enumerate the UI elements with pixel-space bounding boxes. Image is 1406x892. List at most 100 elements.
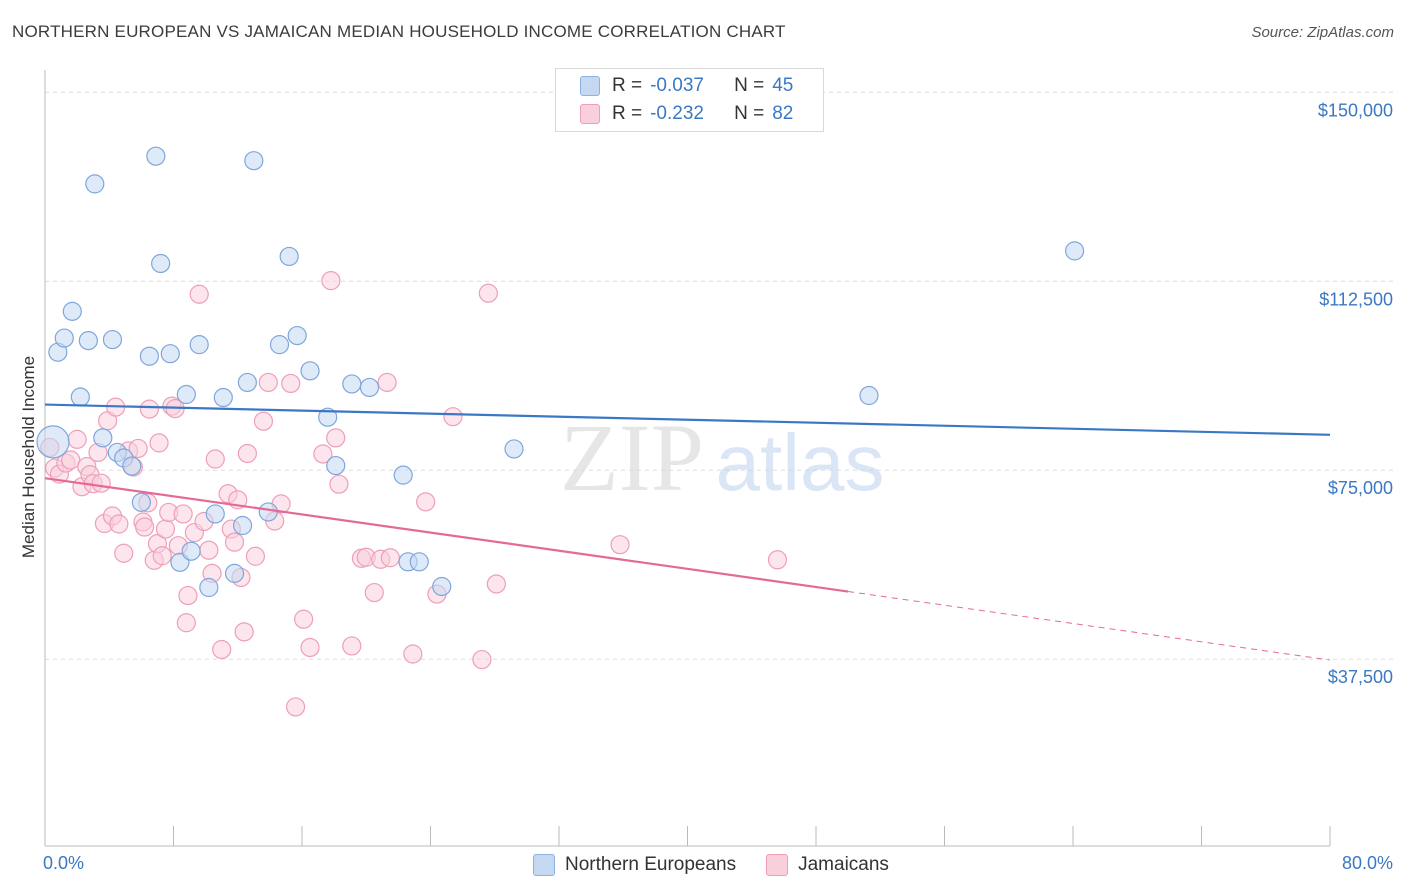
r-label: R = (612, 75, 643, 96)
jamaican-point (205, 449, 225, 469)
jamaican-point (313, 444, 333, 464)
jamaican-point (224, 532, 245, 552)
northern-european-point (151, 253, 171, 274)
northern-european-point (224, 563, 245, 583)
northern-european-point (326, 455, 346, 476)
northern-european-point (232, 515, 253, 536)
northern-european-point (287, 325, 307, 346)
jamaican-point (139, 399, 160, 419)
jamaican-point (300, 637, 320, 658)
northern-european-point (70, 387, 90, 407)
northern-european-point (359, 377, 380, 398)
jamaicans-trend-extension (848, 591, 1331, 661)
jamaican-point (245, 546, 266, 566)
legend-label: Jamaicans (798, 854, 889, 875)
n-value: 45 (772, 75, 794, 96)
watermark-atlas: atlas (716, 418, 885, 507)
northern-european-point (131, 492, 151, 512)
jamaican-point (234, 622, 254, 642)
northern-european-point (432, 576, 452, 597)
r-value: -0.037 (650, 75, 704, 96)
jamaican-point (61, 450, 81, 470)
jamaican-point (258, 372, 278, 393)
x-tick-label-start: 0.0% (43, 853, 84, 873)
northern-european-point (244, 151, 264, 171)
northern-european-point (176, 384, 196, 405)
legend-row-jamaicans: R = -0.232 N = 82 (580, 102, 793, 126)
jamaican-point (237, 443, 257, 464)
legend-label: Northern Europeans (565, 854, 737, 875)
northern-european-point (205, 504, 225, 524)
r-value: -0.232 (650, 103, 704, 124)
series-legend: Northern Europeans Jamaicans (533, 852, 919, 878)
northern-european-point (269, 335, 290, 355)
jamaican-point (285, 697, 306, 717)
blue-swatch-icon (533, 854, 555, 876)
jamaican-point (342, 636, 362, 656)
northern-european-point (199, 577, 219, 598)
jamaican-point (486, 574, 506, 594)
jamaican-point (294, 609, 314, 629)
northern-european-point (102, 329, 123, 350)
northern-europeans-trend-line (44, 403, 1331, 436)
jamaican-point (149, 433, 169, 453)
jamaican-point (212, 639, 232, 660)
jamaican-point (478, 283, 498, 303)
n-value: 82 (772, 103, 794, 124)
northern-european-point (36, 425, 70, 459)
jamaican-point (326, 428, 346, 448)
northern-european-point (300, 361, 320, 381)
northern-european-point (54, 328, 74, 348)
correlation-legend: R = -0.037 N = 45 R = -0.232 N = 82 (555, 68, 824, 132)
jamaican-point (189, 284, 209, 304)
y-tick-label: $75,000 (1328, 478, 1393, 498)
northern-european-point (279, 246, 299, 267)
jamaican-point (155, 519, 176, 539)
x-tick-label-end: 80.0% (1342, 853, 1393, 873)
northern-european-point (409, 552, 429, 572)
northern-european-point (237, 372, 257, 393)
jamaican-point (443, 407, 463, 427)
northern-european-point (181, 541, 201, 561)
jamaican-point (377, 372, 397, 393)
jamaican-point (329, 474, 349, 494)
jamaican-point (767, 550, 788, 570)
northern-european-point (146, 146, 166, 166)
jamaican-point (253, 411, 274, 431)
axes (44, 70, 1331, 847)
jamaican-point (416, 492, 436, 512)
northern-european-point (139, 346, 160, 366)
jamaican-point (380, 548, 400, 568)
jamaican-point (199, 540, 219, 560)
jamaican-point (178, 585, 198, 606)
source-label: Source: ZipAtlas.com (1251, 24, 1394, 41)
jamaican-point (152, 546, 172, 566)
northern-european-point (504, 439, 524, 459)
jamaican-point (176, 613, 196, 633)
northern-european-point (78, 330, 98, 351)
n-label: N = (734, 103, 765, 124)
jamaican-point (403, 644, 423, 664)
chart-title: NORTHERN EUROPEAN VS JAMAICAN MEDIAN HOU… (12, 22, 786, 41)
jamaican-point (128, 438, 148, 459)
blue-swatch-icon (580, 76, 600, 96)
watermark: ZIP atlas (560, 404, 884, 511)
northern-european-point (93, 428, 113, 448)
legend-row-northern-europeans: R = -0.037 N = 45 (580, 74, 793, 98)
northern-european-point (258, 502, 278, 522)
jamaican-point (281, 373, 301, 394)
watermark-zip: ZIP (560, 404, 704, 511)
y-tick-label: $37,500 (1328, 667, 1393, 687)
jamaican-point (472, 649, 492, 670)
northern-european-point (318, 407, 338, 427)
y-tick-label: $112,500 (1319, 289, 1393, 309)
northern-european-point (160, 344, 180, 364)
jamaican-point (109, 514, 129, 534)
northern-european-point (85, 174, 105, 194)
jamaicans-trend-line (44, 477, 849, 593)
northern-european-point (213, 387, 233, 408)
jamaican-point (134, 517, 155, 537)
jamaican-point (364, 582, 384, 603)
pink-swatch-icon (580, 104, 600, 124)
